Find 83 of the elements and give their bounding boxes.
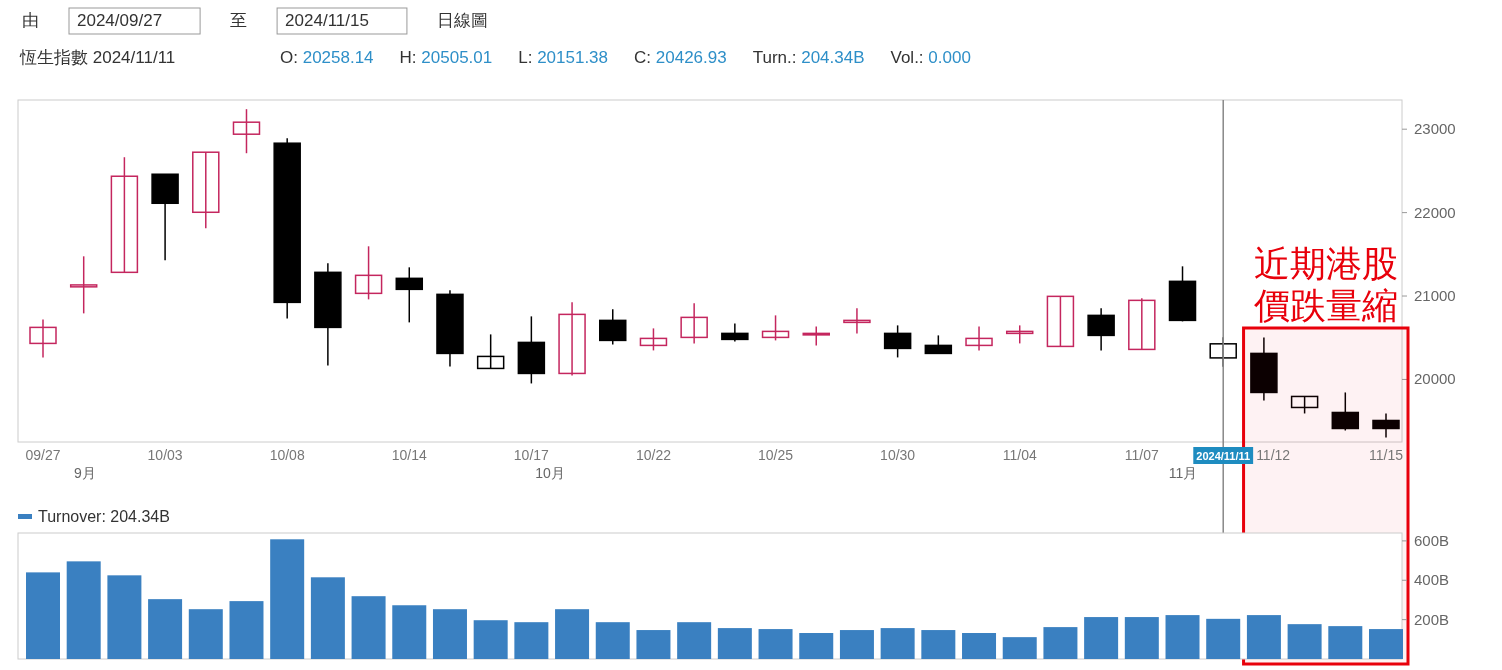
bar	[432, 609, 467, 659]
y-tick-label: 21000	[1414, 287, 1456, 305]
candlestick	[843, 307, 871, 335]
y-tick-label: 20000	[1414, 370, 1456, 388]
candlestick	[1046, 295, 1075, 348]
bar	[1043, 627, 1078, 659]
text: 11月	[1168, 465, 1198, 481]
candlestick	[639, 327, 668, 352]
x-tick-label: 10/17	[513, 447, 550, 463]
y-tick-label: 400B	[1414, 571, 1450, 589]
bar	[717, 628, 752, 659]
bar	[1124, 617, 1159, 659]
bar	[962, 633, 997, 659]
bar	[229, 601, 264, 659]
bar	[1165, 615, 1200, 659]
text: O: 20258.14 H: 20505.01 L: 20151.38 C: 20426.93 Turn.: 204.34B Vol.: 0.000	[280, 48, 971, 67]
text: 由	[22, 11, 39, 30]
bar	[1328, 626, 1363, 659]
x-tick-label: 10/08	[269, 447, 305, 463]
x-tick-label: 11/04	[1002, 447, 1037, 463]
x-tick-label: 11/12	[1256, 447, 1291, 463]
bar	[107, 575, 142, 659]
x-tick-label: 2024/11/11	[1196, 450, 1251, 462]
candlestick	[354, 245, 383, 301]
bar	[148, 599, 183, 659]
candlestick	[192, 151, 220, 230]
y-tick-label: 600B	[1414, 531, 1450, 549]
bar	[26, 572, 60, 659]
y-tick-label: 22000	[1414, 203, 1456, 221]
bar	[1369, 629, 1403, 659]
candlestick	[802, 325, 830, 347]
candlestick	[69, 255, 98, 315]
text: 10月	[535, 465, 565, 481]
bar	[677, 622, 712, 659]
bar	[514, 622, 549, 659]
legend-label: Turnover: 204.34B	[38, 508, 170, 525]
bar	[758, 629, 793, 659]
bar	[880, 628, 915, 659]
band-label: 近期港股價跌量縮	[1253, 244, 1398, 326]
x-tick-label: 10/14	[391, 447, 427, 463]
bar	[921, 630, 956, 659]
bar	[351, 596, 386, 659]
bar	[1246, 615, 1281, 659]
candlestick	[110, 156, 139, 274]
text: 9月	[74, 465, 96, 481]
bar	[1287, 624, 1322, 659]
x-tick-label: 09/27	[25, 447, 61, 463]
bar	[1206, 618, 1241, 659]
x-tick-label: 11/15	[1369, 447, 1404, 463]
candlestick	[476, 333, 505, 370]
x-tick-label: 10/03	[147, 447, 183, 463]
text: 2024/11/15	[285, 11, 369, 30]
candlestick	[232, 108, 261, 154]
bar	[1002, 637, 1037, 659]
x-tick-label: 11/07	[1124, 447, 1160, 463]
text: 2024/09/27	[77, 11, 163, 30]
bar	[188, 609, 223, 659]
y-tick-label: 200B	[1414, 610, 1450, 628]
bar	[839, 630, 874, 659]
candlestick	[558, 301, 586, 377]
x-tick-label: 10/25	[758, 447, 794, 463]
bar	[636, 630, 671, 659]
bar	[595, 622, 630, 659]
candlestick	[680, 302, 708, 345]
bar	[392, 605, 427, 659]
bar	[473, 620, 508, 659]
bar	[555, 609, 590, 659]
x-tick-label: 10/22	[635, 447, 672, 463]
x-tick-label: 10/30	[880, 447, 916, 463]
candlestick	[1005, 324, 1034, 345]
text: 日線圖	[436, 11, 488, 30]
bar	[270, 539, 305, 659]
bar	[310, 577, 345, 659]
chart-title: 恆生指數 2024/11/11	[19, 48, 176, 67]
text: 至	[230, 11, 248, 30]
bar	[1084, 617, 1119, 659]
y-tick-label: 23000	[1414, 120, 1456, 138]
bar	[66, 561, 101, 659]
candlestick	[965, 325, 993, 352]
candlestick	[29, 318, 57, 359]
bar	[799, 633, 834, 659]
candlestick	[1128, 297, 1156, 351]
candlestick	[761, 314, 790, 342]
